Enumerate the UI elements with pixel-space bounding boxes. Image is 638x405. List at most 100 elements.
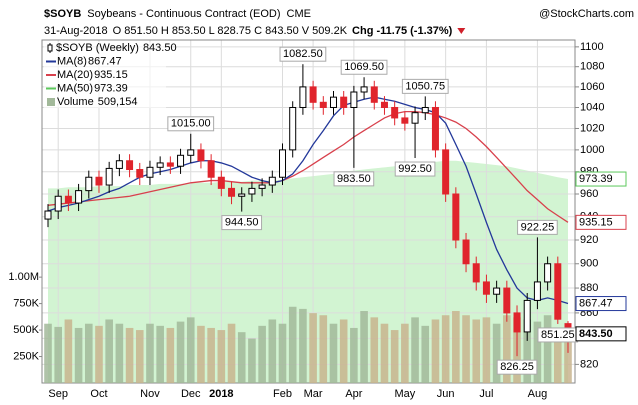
volume-bar [503, 315, 511, 383]
volume-bar [309, 313, 317, 383]
candle-body [523, 299, 531, 333]
volume-bar [299, 308, 307, 383]
candle-body [319, 101, 327, 108]
candle-body [217, 176, 225, 189]
legend-box [44, 42, 166, 108]
volume-bar [492, 323, 501, 383]
price-annotation: 922.25 [521, 221, 555, 233]
price-annotation: 1050.75 [405, 80, 445, 92]
y2-tick-label: 500K [13, 324, 39, 336]
header-text: 935.15 [94, 69, 128, 81]
legend-icon [47, 44, 53, 52]
header-text: 509,154 [98, 96, 138, 108]
volume-bar [74, 327, 83, 383]
volume-bar [472, 319, 481, 383]
volume-bar [186, 317, 195, 383]
volume-bar [54, 326, 62, 383]
y-tick-label: 960 [580, 188, 598, 200]
candle-body [533, 281, 541, 301]
volume-bar [482, 317, 491, 383]
candle-body [350, 91, 358, 108]
header-text: 31-Aug-2018 [44, 25, 108, 37]
x-tick-label: 2018 [209, 388, 233, 400]
price-annotation: 1082.50 [283, 48, 323, 60]
header-text: Soybeans - Continuous Contract (EOD) [87, 8, 280, 20]
volume-bar [288, 306, 297, 383]
candle-body [289, 106, 297, 151]
change-arrow [457, 28, 466, 34]
candle-body [136, 169, 144, 178]
volume-bar [319, 315, 328, 383]
volume-bar [176, 321, 185, 383]
candle-body [85, 176, 93, 192]
ma-line [47, 96, 569, 305]
volume-bar [441, 315, 450, 383]
candle-body [64, 195, 72, 204]
volume-bar [95, 325, 103, 383]
y-tick-label: 1100 [580, 41, 604, 53]
x-tick-label: May [394, 388, 415, 400]
candle-body [258, 184, 266, 189]
volume-bar [197, 325, 205, 383]
x-tick-label: Aug [528, 388, 548, 400]
source-label: @StockCharts.com [539, 8, 634, 20]
y-tick-label: 1080 [580, 61, 604, 73]
candle-body [380, 101, 388, 108]
x-tick-label: Nov [140, 388, 160, 400]
y-tick-label: 1020 [580, 122, 604, 134]
annotation-box [279, 46, 327, 62]
header-text: Volume [57, 96, 94, 108]
candle-body [340, 96, 348, 108]
y2-tick-label: 750K [13, 298, 39, 310]
annotation-box [496, 359, 538, 375]
candle-body [360, 86, 368, 93]
header-text: 973.39 [94, 82, 128, 94]
candle-body [401, 117, 409, 124]
volume-bar [278, 323, 287, 383]
volume-bar [401, 323, 409, 383]
header-text: Chg -11.75 (-1.37%) [352, 25, 453, 37]
volume-bar [258, 325, 266, 383]
candle-body [544, 263, 552, 283]
header-text: O 851.50 H 853.50 L 828.75 C 843.50 V 50… [113, 25, 348, 37]
annotation-box [167, 116, 215, 132]
candle-body [197, 149, 205, 162]
candle-body [431, 106, 439, 151]
header-text: CME [287, 8, 311, 20]
header-text: MA(20) [57, 69, 93, 81]
value-tag-label: 843.50 [579, 328, 613, 340]
volume-bar [462, 315, 470, 383]
candle-body [146, 166, 154, 178]
candle-body [187, 149, 195, 156]
candle-body [503, 287, 511, 314]
candle-body [156, 162, 164, 168]
price-annotation: 1069.50 [344, 61, 384, 73]
candle-body [44, 210, 52, 220]
volume-bar [84, 323, 93, 383]
candle-body [452, 193, 460, 241]
value-tag [575, 326, 627, 342]
annotation-box [401, 78, 449, 94]
candle-body [482, 281, 490, 295]
volume-bar [339, 319, 348, 383]
volume-bar [156, 325, 164, 383]
candle-body [472, 263, 480, 283]
legend-swatch [47, 98, 55, 106]
candle-body [75, 190, 83, 204]
annotation-box [340, 59, 388, 75]
volume-bar [329, 323, 338, 383]
x-tick-label: Mar [304, 388, 323, 400]
annotation-box [333, 171, 375, 187]
value-tag-label: 867.47 [579, 297, 613, 309]
volume-bar [146, 323, 154, 383]
y-tick-label: 1060 [580, 81, 604, 93]
candle-body [279, 149, 287, 178]
candle-body [95, 176, 103, 186]
volume-bar [543, 315, 552, 383]
value-tag [575, 171, 627, 187]
volume-bar [554, 327, 562, 383]
volume-bar [268, 319, 277, 383]
candle-body [411, 112, 419, 124]
price-annotation: 1015.00 [171, 118, 211, 130]
price-annotation: 944.50 [225, 217, 259, 229]
